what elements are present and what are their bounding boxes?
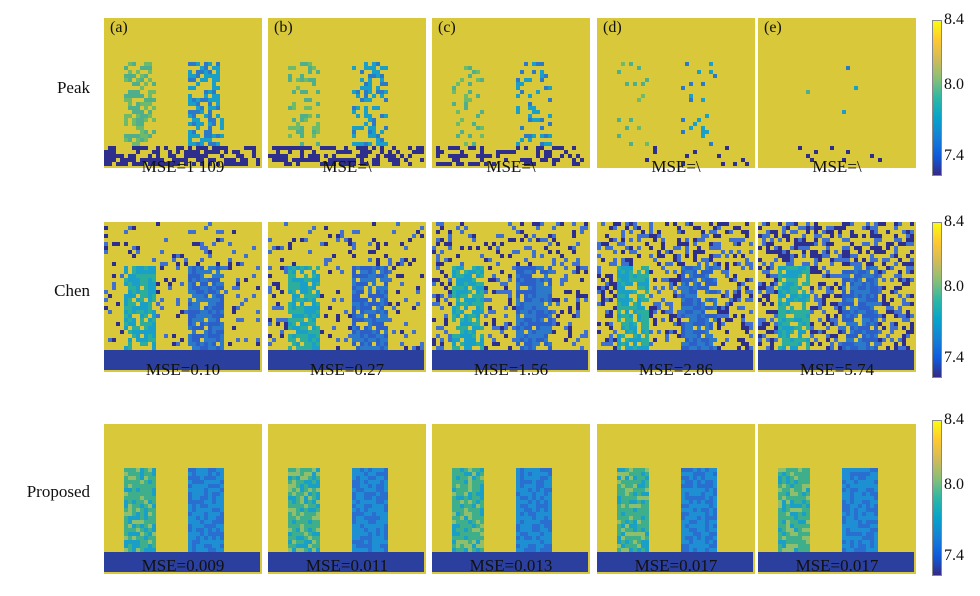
- colorbar-tick-label: 8.4: [944, 11, 964, 28]
- panel-texture: [268, 468, 424, 572]
- colorbar-tick-label: 7.4: [944, 348, 964, 366]
- mse-label: MSE=0.017: [795, 556, 879, 575]
- colorbar-gradient: [932, 222, 942, 378]
- row-label-chen: Chen: [54, 281, 90, 300]
- panel-texture: [758, 222, 914, 370]
- panel-texture: [436, 62, 584, 166]
- panel-texture: [104, 468, 260, 572]
- panel-texture: [268, 62, 424, 166]
- panel-texture: [104, 62, 260, 166]
- colorbar-tick-label: 8.0: [944, 277, 964, 295]
- panel-letter: (e): [764, 19, 782, 36]
- panel-background: [597, 18, 755, 168]
- reconstruction-panel: [758, 424, 916, 574]
- panel-texture: [798, 66, 882, 162]
- mse-label: MSE=\: [486, 157, 536, 176]
- panel-texture: [597, 468, 753, 572]
- reconstruction-panel: [104, 222, 262, 372]
- colorbar-tick-label: 8.4: [944, 213, 964, 230]
- depth-map-image: [597, 424, 755, 574]
- panel-texture: [432, 468, 588, 572]
- panel-letter: (c): [438, 19, 456, 36]
- colorbar-tick-label: 8.4: [944, 411, 964, 428]
- reconstruction-panel: [597, 424, 755, 574]
- mse-label: MSE=0.013: [469, 556, 553, 575]
- mse-label: MSE=0.011: [305, 556, 389, 575]
- reconstruction-panel: [597, 222, 755, 372]
- row-label-peak: Peak: [56, 78, 90, 97]
- depth-map-image: [758, 424, 916, 574]
- mse-label: MSE=0.009: [141, 556, 225, 575]
- mse-label: MSE=1.56: [473, 360, 549, 379]
- colorbar-gradient: [932, 420, 942, 576]
- depth-map-image: [104, 222, 262, 372]
- reconstruction-panel: (d): [597, 18, 755, 168]
- reconstruction-panel: (a): [104, 18, 262, 168]
- panel-background: [268, 18, 426, 168]
- reconstruction-panel: (c): [432, 18, 590, 168]
- depth-map-image: [268, 18, 426, 168]
- panel-texture: [104, 222, 260, 370]
- colorbar: 8.4 8.0 7.4: [932, 213, 976, 378]
- depth-map-image: [268, 424, 426, 574]
- reconstruction-panel: [104, 424, 262, 574]
- panel-letter: (a): [110, 19, 128, 36]
- colorbar-tick-label: 7.4: [944, 546, 964, 564]
- colorbar-gradient: [932, 20, 942, 176]
- reconstruction-panel: [758, 222, 916, 372]
- reconstruction-panel: [432, 424, 590, 574]
- depth-map-image: [758, 222, 916, 372]
- mse-label: MSE=5.74: [799, 360, 875, 379]
- colorbar-tick-label: 8.0: [944, 475, 964, 493]
- panel-texture: [268, 222, 424, 370]
- panel-letter: (b): [274, 19, 293, 36]
- mse-label: MSE=\: [322, 157, 372, 176]
- depth-map-image: [104, 18, 262, 168]
- mse-label: MSE=0.10: [145, 360, 221, 379]
- panel-letter: (d): [603, 19, 622, 36]
- panel-texture: [432, 222, 588, 370]
- colorbar-tick-label: 8.0: [944, 75, 964, 93]
- depth-map-image: [432, 18, 590, 168]
- panel-texture: [597, 222, 753, 370]
- mse-label: MSE=2.86: [638, 360, 714, 379]
- reconstruction-panel: [432, 222, 590, 372]
- depth-map-image: [597, 222, 755, 372]
- mse-label: MSE=1 109: [141, 157, 225, 176]
- mse-label: MSE=\: [812, 157, 862, 176]
- depth-map-image: [432, 222, 590, 372]
- colorbar-tick-label: 7.4: [944, 146, 964, 164]
- depth-map-image: [758, 18, 916, 168]
- panel-texture: [758, 468, 914, 572]
- depth-map-image: [597, 18, 755, 168]
- colorbar: 8.4 8.0 7.4: [932, 11, 976, 176]
- panel-background: [758, 18, 916, 168]
- panel-background: [432, 18, 590, 168]
- panel-background: [104, 18, 262, 168]
- reconstruction-panel: [268, 424, 426, 574]
- reconstruction-panel: (b): [268, 18, 426, 168]
- depth-map-image: [432, 424, 590, 574]
- mse-label: MSE=0.017: [634, 556, 718, 575]
- reconstruction-panel: [268, 222, 426, 372]
- reconstruction-panel: (e): [758, 18, 916, 168]
- row-label-proposed: Proposed: [26, 482, 90, 501]
- colorbar: 8.4 8.0 7.4: [932, 411, 976, 576]
- mse-label: MSE=\: [651, 157, 701, 176]
- mse-label: MSE=0.27: [309, 360, 385, 379]
- panel-texture: [617, 62, 749, 166]
- depth-map-image: [268, 222, 426, 372]
- depth-map-image: [104, 424, 262, 574]
